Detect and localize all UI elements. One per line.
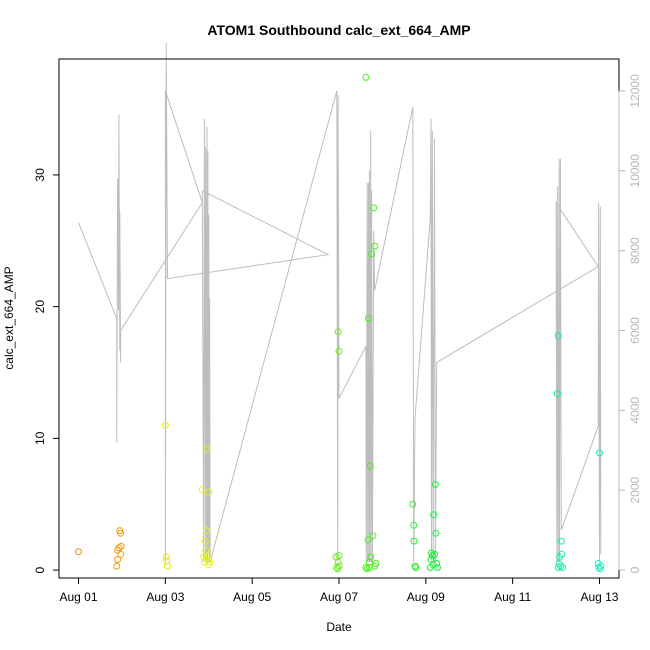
data-point: [369, 532, 377, 540]
secondary-tick-label: 0: [628, 566, 642, 573]
data-point: [370, 204, 378, 212]
data-point: [430, 511, 438, 519]
secondary-tick-label: 6000: [628, 317, 642, 344]
secondary-series-line: [78, 42, 602, 563]
secondary-tick-label: 10000: [628, 154, 642, 188]
y-tick-label: 20: [33, 300, 47, 314]
y-tick-label: 10: [33, 431, 47, 445]
data-point: [75, 548, 82, 556]
data-point: [411, 562, 419, 570]
data-point: [162, 553, 170, 561]
data-point: [164, 562, 171, 570]
x-axis-label: Date: [326, 620, 352, 634]
data-point: [432, 529, 440, 537]
points-layer: [75, 73, 605, 573]
data-point: [554, 332, 562, 340]
x-tick-label: Aug 13: [580, 590, 618, 604]
data-point: [362, 73, 370, 81]
data-point: [364, 536, 372, 544]
x-tick-label: Aug 01: [60, 590, 98, 604]
data-point: [206, 558, 214, 566]
data-point: [553, 390, 561, 398]
data-point: [431, 550, 438, 558]
data-point: [596, 449, 603, 457]
secondary-tick-label: 12000: [628, 74, 642, 108]
secondary-tick-label: 4000: [628, 397, 642, 424]
data-point: [117, 550, 125, 558]
data-point: [431, 481, 439, 488]
data-point: [368, 250, 376, 258]
data-point: [365, 315, 372, 322]
secondary-y-axis: 0 2000 4000 6000 8000 10000 12000: [618, 74, 642, 573]
data-point: [367, 553, 375, 561]
data-point: [412, 564, 420, 571]
data-point: [205, 488, 213, 496]
data-point: [335, 552, 343, 560]
data-point: [597, 562, 605, 570]
data-point: [335, 347, 343, 355]
data-point: [114, 556, 122, 564]
chart-title: ATOM1 Southbound calc_ext_664_AMP: [207, 22, 470, 38]
data-point: [433, 560, 441, 567]
y-axis: 0 10 20 30: [33, 168, 60, 573]
data-point: [409, 500, 417, 508]
data-point: [198, 486, 206, 494]
y-tick-label: 0: [33, 566, 47, 573]
secondary-tick-label: 2000: [628, 476, 642, 503]
secondary-line-layer: [78, 42, 602, 563]
data-point: [372, 560, 380, 567]
data-point: [558, 550, 566, 558]
x-tick-label: Aug 03: [146, 590, 184, 604]
data-point: [202, 546, 210, 554]
data-point: [410, 521, 418, 529]
data-point: [559, 564, 567, 571]
data-point: [410, 537, 418, 545]
data-point: [201, 537, 209, 545]
secondary-tick-label: 8000: [628, 237, 642, 264]
data-point: [434, 564, 441, 571]
data-point: [366, 462, 374, 470]
data-point: [117, 529, 125, 537]
y-tick-label: 30: [33, 168, 47, 182]
data-point: [335, 562, 343, 570]
x-tick-label: Aug 09: [407, 590, 445, 604]
data-point: [334, 558, 342, 566]
x-tick-label: Aug 05: [233, 590, 271, 604]
data-point: [362, 564, 370, 571]
data-point: [161, 421, 169, 429]
x-axis: Aug 01 Aug 03 Aug 05 Aug 07 Aug 09 Aug 11 Aug …: [60, 577, 619, 604]
data-point: [334, 328, 342, 336]
data-point: [117, 542, 125, 550]
data-point: [596, 565, 604, 573]
data-point: [557, 537, 565, 545]
data-point: [371, 242, 379, 250]
x-tick-label: Aug 07: [320, 590, 358, 604]
data-point: [203, 445, 211, 453]
data-point: [365, 564, 373, 571]
x-tick-label: Aug 11: [494, 590, 531, 604]
data-point: [113, 562, 121, 570]
data-point: [203, 527, 211, 535]
y-axis-label: calc_ext_664_AMP: [2, 266, 16, 369]
data-point: [163, 557, 171, 565]
